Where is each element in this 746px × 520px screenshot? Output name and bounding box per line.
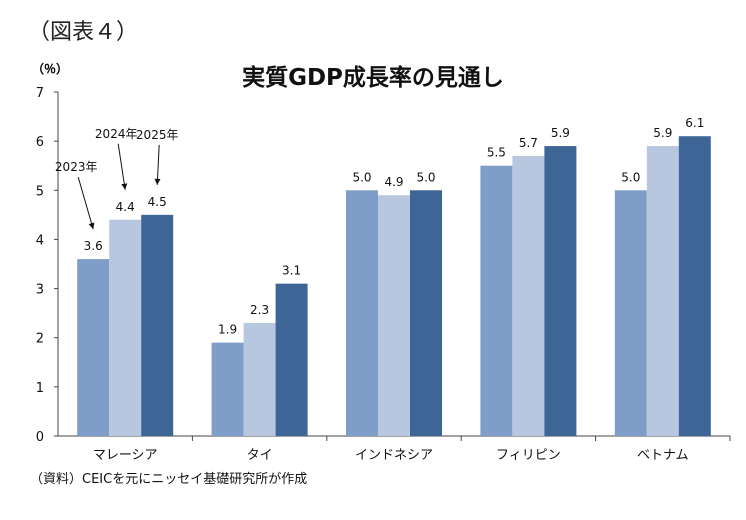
x-category-label: マレーシア [93,448,158,463]
data-label: 6.1 [685,116,704,130]
y-tick-label: 5 [36,184,44,199]
bar [480,165,513,436]
y-tick-label: 3 [36,283,44,298]
bar [646,146,679,437]
data-label: 2.3 [250,303,269,317]
y-tick-label: 4 [36,233,44,248]
x-category-label: ベトナム [637,448,689,463]
data-label: 5.9 [653,126,672,140]
bar [275,283,308,436]
chart-title: 実質GDP成長率の見通し [242,65,504,91]
data-label: 5.0 [621,170,640,184]
bar [346,190,378,436]
figure-label: （図表４） [28,20,139,45]
bar [141,214,174,436]
year-annotation: 2023年 [55,160,98,174]
data-label: 4.4 [116,200,135,214]
bar [678,136,711,436]
data-label: 4.5 [148,195,167,209]
bar [512,155,545,436]
x-category-label: フィリピン [496,448,561,463]
bar [410,190,442,436]
bar [378,195,410,436]
data-label: 1.9 [218,323,237,337]
x-category-label: インドネシア [355,448,433,463]
y-tick-label: 1 [36,381,44,396]
data-label: 5.7 [519,136,538,150]
data-label: 5.0 [416,170,435,184]
bar [109,219,142,436]
data-label: 5.5 [487,146,506,160]
annotation-arrow-line [156,144,160,185]
annotation-arrow-head [154,178,161,185]
bar [211,342,244,436]
y-tick-label: 2 [36,332,44,347]
data-label: 3.1 [282,264,301,278]
data-label: 4.9 [384,175,403,189]
year-annotation: 2025年 [136,128,179,142]
data-label: 3.6 [84,239,103,253]
bar [614,190,647,436]
bar [243,322,276,436]
y-tick-label: 0 [36,430,44,445]
bar [544,146,577,437]
data-label: 5.9 [551,126,570,140]
annotation-arrow-head [88,222,95,230]
year-annotation: 2024年 [95,127,138,141]
x-category-label: タイ [247,448,273,463]
y-axis-unit-label: （％） [32,61,68,76]
annotation-arrow-head [121,183,128,190]
y-tick-label: 7 [36,86,44,101]
data-label: 5.0 [352,170,371,184]
y-tick-label: 6 [36,135,44,150]
annotation-arrow-line [117,143,126,190]
annotation-arrow-line [77,176,94,230]
bar [77,259,110,436]
source-note: （資料）CEICを元にニッセイ基礎研究所が作成 [30,472,308,487]
